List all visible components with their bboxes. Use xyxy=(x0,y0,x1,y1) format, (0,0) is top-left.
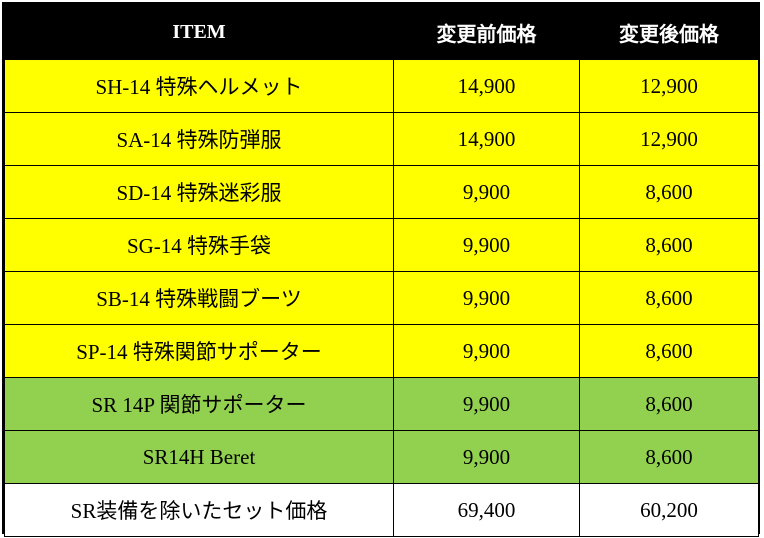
after-price: 8,600 xyxy=(579,324,759,378)
before-price: 14,900 xyxy=(393,59,580,113)
before-price: 9,900 xyxy=(393,165,580,219)
table-row: SH-14 特殊ヘルメット 14,900 12,900 xyxy=(4,59,759,113)
item-name: SB-14 特殊戦闘ブーツ xyxy=(4,271,394,325)
before-price: 9,900 xyxy=(393,430,580,484)
after-price: 60,200 xyxy=(579,483,759,537)
table-row: SR 14P 関節サポーター 9,900 8,600 xyxy=(4,377,759,431)
table-row: SG-14 特殊手袋 9,900 8,600 xyxy=(4,218,759,272)
table-row: SA-14 特殊防弾服 14,900 12,900 xyxy=(4,112,759,166)
before-price: 9,900 xyxy=(393,324,580,378)
item-name: SP-14 特殊関節サポーター xyxy=(4,324,394,378)
item-name: SG-14 特殊手袋 xyxy=(4,218,394,272)
header-item: ITEM xyxy=(4,4,394,60)
header-row: ITEM 変更前価格 変更後価格 xyxy=(4,4,759,60)
item-name: SH-14 特殊ヘルメット xyxy=(4,59,394,113)
item-name: SA-14 特殊防弾服 xyxy=(4,112,394,166)
after-price: 8,600 xyxy=(579,377,759,431)
item-name: SR装備を除いたセット価格 xyxy=(4,483,394,537)
before-price: 69,400 xyxy=(393,483,580,537)
after-price: 8,600 xyxy=(579,271,759,325)
table-row: SP-14 特殊関節サポーター 9,900 8,600 xyxy=(4,324,759,378)
before-price: 9,900 xyxy=(393,271,580,325)
after-price: 8,600 xyxy=(579,430,759,484)
table-row-set-total: SR装備を除いたセット価格 69,400 60,200 xyxy=(4,483,759,537)
table-header: ITEM 変更前価格 変更後価格 xyxy=(4,4,759,60)
item-name: SD-14 特殊迷彩服 xyxy=(4,165,394,219)
after-price: 12,900 xyxy=(579,112,759,166)
header-before-price: 変更前価格 xyxy=(393,4,580,60)
before-price: 9,900 xyxy=(393,218,580,272)
table-row: SB-14 特殊戦闘ブーツ 9,900 8,600 xyxy=(4,271,759,325)
table-row: SD-14 特殊迷彩服 9,900 8,600 xyxy=(4,165,759,219)
item-name: SR14H Beret xyxy=(4,430,394,484)
before-price: 9,900 xyxy=(393,377,580,431)
after-price: 8,600 xyxy=(579,165,759,219)
table-body: SH-14 特殊ヘルメット 14,900 12,900 SA-14 特殊防弾服 … xyxy=(4,59,759,537)
item-name: SR 14P 関節サポーター xyxy=(4,377,394,431)
price-table: ITEM 変更前価格 変更後価格 SH-14 特殊ヘルメット 14,900 12… xyxy=(4,4,759,537)
after-price: 12,900 xyxy=(579,59,759,113)
table-row: SR14H Beret 9,900 8,600 xyxy=(4,430,759,484)
header-after-price: 変更後価格 xyxy=(579,4,759,60)
before-price: 14,900 xyxy=(393,112,580,166)
after-price: 8,600 xyxy=(579,218,759,272)
